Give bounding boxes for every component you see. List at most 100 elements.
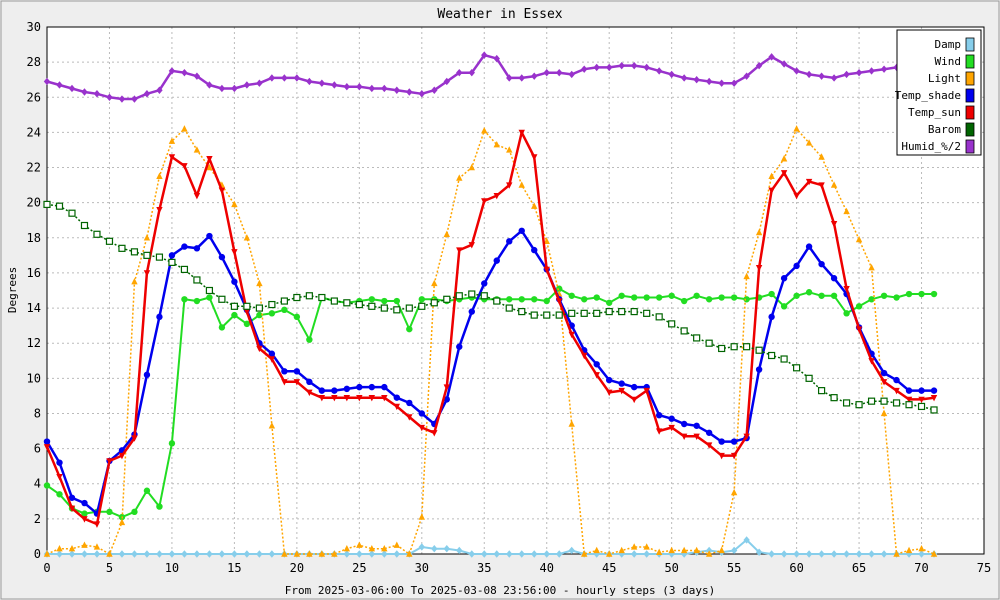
series-layer	[43, 51, 938, 558]
data-point	[705, 550, 713, 557]
data-point	[568, 309, 576, 317]
data-point	[281, 379, 288, 386]
data-point	[518, 550, 525, 558]
data-point	[730, 294, 738, 301]
data-point	[156, 172, 163, 180]
data-point	[693, 334, 701, 342]
data-point	[193, 245, 201, 252]
data-point	[893, 550, 900, 557]
data-point	[518, 74, 525, 82]
data-point	[867, 397, 876, 405]
data-point	[318, 550, 326, 557]
data-point	[406, 399, 413, 407]
data-point	[668, 320, 676, 328]
data-point	[306, 378, 313, 386]
x-tick-label: 30	[415, 561, 429, 575]
legend-swatch	[965, 105, 975, 120]
data-point	[905, 290, 913, 298]
data-point	[693, 422, 700, 429]
data-point	[930, 394, 938, 402]
data-point	[792, 364, 801, 372]
chart-title: Weather in Essex	[437, 7, 562, 22]
data-point	[293, 313, 301, 321]
data-point	[306, 77, 313, 86]
data-point	[693, 292, 700, 299]
data-point	[93, 543, 101, 550]
data-point	[556, 68, 563, 77]
data-point	[568, 292, 575, 299]
data-point	[655, 294, 663, 301]
series-light	[43, 125, 938, 557]
data-point	[880, 550, 888, 558]
data-point	[730, 546, 738, 555]
data-point	[256, 279, 263, 287]
data-point	[156, 206, 163, 214]
legend-label: Temp_sun	[908, 106, 961, 119]
data-point	[231, 200, 238, 208]
data-point	[393, 86, 401, 94]
data-point	[193, 550, 201, 558]
data-point	[743, 72, 750, 80]
data-point	[518, 227, 525, 234]
data-point	[181, 68, 188, 77]
data-point	[818, 72, 825, 80]
data-point	[181, 243, 188, 250]
data-point	[655, 428, 663, 435]
data-point	[805, 374, 813, 382]
data-point	[168, 252, 176, 259]
data-point	[655, 412, 663, 419]
data-point	[43, 77, 51, 86]
data-point	[730, 438, 738, 445]
data-point	[55, 202, 64, 210]
data-point	[168, 258, 176, 266]
data-point	[730, 79, 738, 87]
data-point	[418, 296, 425, 303]
data-point	[293, 550, 301, 557]
data-point	[680, 74, 688, 82]
data-point	[56, 550, 63, 558]
data-point	[406, 414, 413, 421]
data-point	[106, 458, 113, 465]
data-point	[293, 368, 301, 375]
series-temp-shade	[43, 227, 938, 517]
data-point	[743, 433, 750, 441]
data-point	[506, 74, 513, 82]
data-point	[705, 442, 713, 449]
data-point	[580, 309, 588, 317]
data-point	[643, 309, 651, 317]
data-point	[143, 270, 151, 277]
data-point	[892, 399, 901, 407]
data-point	[418, 90, 425, 98]
data-point	[481, 126, 488, 134]
data-point	[468, 68, 475, 77]
data-point	[531, 202, 538, 209]
data-point	[130, 248, 139, 256]
data-point	[431, 86, 438, 94]
data-point	[543, 297, 550, 305]
data-point	[843, 70, 850, 79]
data-point	[43, 550, 51, 557]
data-point	[743, 272, 750, 280]
data-point	[818, 182, 825, 189]
data-point	[830, 181, 838, 188]
data-point	[705, 77, 713, 86]
data-point	[805, 550, 813, 558]
data-point	[855, 68, 863, 77]
data-point	[80, 221, 89, 230]
data-point	[780, 550, 788, 558]
data-point	[830, 221, 838, 228]
data-point	[843, 207, 850, 215]
data-point	[243, 550, 251, 558]
x-tick-label: 60	[789, 561, 803, 575]
data-point	[630, 396, 638, 404]
data-point	[606, 550, 613, 557]
data-point	[131, 508, 138, 516]
data-point	[331, 550, 338, 557]
data-point	[393, 403, 401, 411]
data-point	[718, 344, 726, 353]
data-point	[131, 278, 138, 285]
data-point	[106, 550, 113, 557]
data-point	[281, 306, 288, 314]
data-point	[880, 369, 888, 377]
